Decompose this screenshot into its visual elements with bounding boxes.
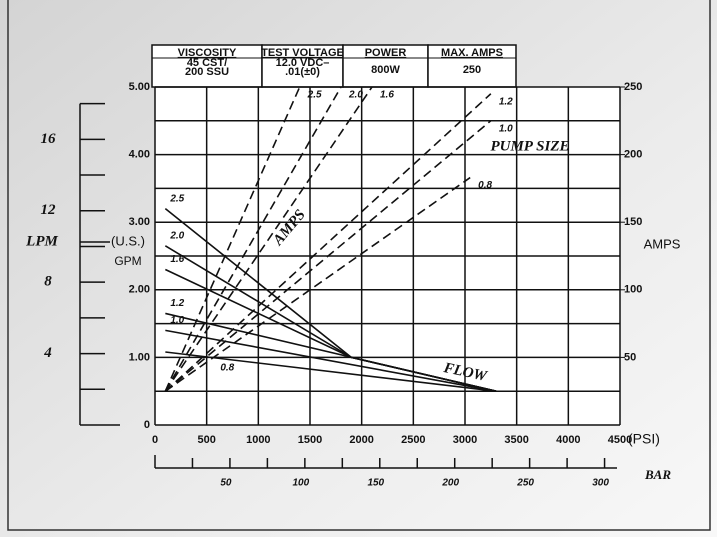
x2-label: BAR <box>644 467 671 482</box>
y3-tick-label: 4 <box>43 345 52 361</box>
series-label: 1.6 <box>380 90 394 101</box>
y-label: (U.S.) <box>111 233 145 248</box>
series-label: 1.0 <box>499 123 513 134</box>
table-header: VISCOSITY <box>178 47 237 59</box>
y2-tick-label: 50 <box>624 351 636 363</box>
series-label: 2.0 <box>169 231 184 242</box>
table-value: 12.0 VDC– <box>276 57 330 69</box>
x2-tick-label: 150 <box>367 478 384 489</box>
annotation: PUMP SIZE <box>490 138 569 154</box>
y3-label: LPM <box>25 233 58 249</box>
table-value: 200 SSU <box>185 66 229 78</box>
x-tick-label: 3000 <box>453 434 477 446</box>
x-tick-label: 500 <box>197 434 215 446</box>
x-tick-label: 3500 <box>504 434 528 446</box>
y-tick-label: 2.00 <box>129 284 150 296</box>
x-tick-label: 4000 <box>556 434 580 446</box>
series-label: 1.2 <box>499 96 513 107</box>
series-label: 2.5 <box>307 90 322 101</box>
series-label: 1.0 <box>170 315 184 326</box>
series-label: 0.8 <box>478 180 492 191</box>
table-value: 800W <box>371 64 400 76</box>
y2-label: AMPS <box>644 236 681 251</box>
frame <box>7 0 711 531</box>
amps-line <box>164 176 471 392</box>
y2-tick-label: 200 <box>624 149 642 161</box>
table-header: MAX. AMPS <box>441 47 503 59</box>
series-label: 2.0 <box>348 90 363 101</box>
series-label: 0.8 <box>220 363 234 374</box>
table-value: .01(±0) <box>285 66 320 78</box>
y-tick-label: 5.00 <box>129 81 150 93</box>
x2-tick-label: 50 <box>220 478 232 489</box>
x2-tick-label: 250 <box>516 478 534 489</box>
amps-line <box>164 120 492 392</box>
amps-line <box>164 86 373 392</box>
table-cell <box>342 44 429 88</box>
series-label: 1.6 <box>170 254 184 265</box>
table-header: TEST VOLTAGE <box>261 47 344 59</box>
x2-tick-label: 200 <box>441 478 459 489</box>
y3-tick-label: 16 <box>41 131 57 147</box>
x-tick-label: 1500 <box>298 434 322 446</box>
series-label: 2.5 <box>169 193 184 204</box>
amps-line <box>164 93 492 392</box>
y-tick-label: 0 <box>144 419 150 431</box>
y3-tick-label: 8 <box>44 274 52 290</box>
y2-tick-label: 250 <box>624 81 642 93</box>
x-tick-label: 0 <box>152 434 158 446</box>
amps-line <box>164 86 342 392</box>
flow-line <box>165 351 497 392</box>
x-tick-label: 2000 <box>349 434 373 446</box>
flow-line <box>165 312 497 392</box>
x-label: (PSI) <box>628 431 660 447</box>
table-header: POWER <box>365 47 407 59</box>
y-tick-label: 1.00 <box>129 351 150 363</box>
series-label: 1.2 <box>170 298 184 309</box>
x2-tick-label: 300 <box>592 478 609 489</box>
y-tick-label: 3.00 <box>129 216 150 228</box>
table-cell <box>427 44 517 88</box>
x2-tick-label: 100 <box>293 478 310 489</box>
table-value: 250 <box>463 64 481 76</box>
table-value: 45 CST/ <box>187 57 227 69</box>
y-tick-label: 4.00 <box>129 149 150 161</box>
x-tick-label: 1000 <box>246 434 270 446</box>
y-label: GPM <box>114 254 141 268</box>
x-tick-label: 2500 <box>401 434 425 446</box>
y2-tick-label: 100 <box>624 284 642 296</box>
x-tick-label: 4500 <box>608 434 632 446</box>
y2-tick-label: 150 <box>624 216 642 228</box>
y3-tick-label: 12 <box>41 202 57 218</box>
